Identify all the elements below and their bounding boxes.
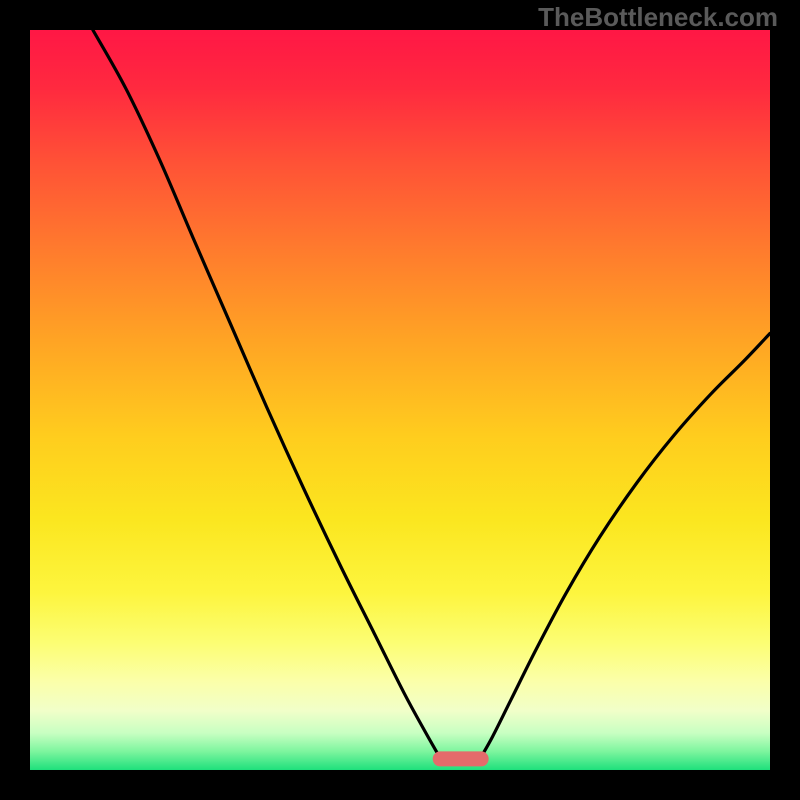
bottleneck-chart: TheBottleneck.com <box>0 0 800 800</box>
optimal-marker <box>433 751 489 766</box>
watermark-text: TheBottleneck.com <box>538 2 778 32</box>
plot-area <box>30 30 770 770</box>
